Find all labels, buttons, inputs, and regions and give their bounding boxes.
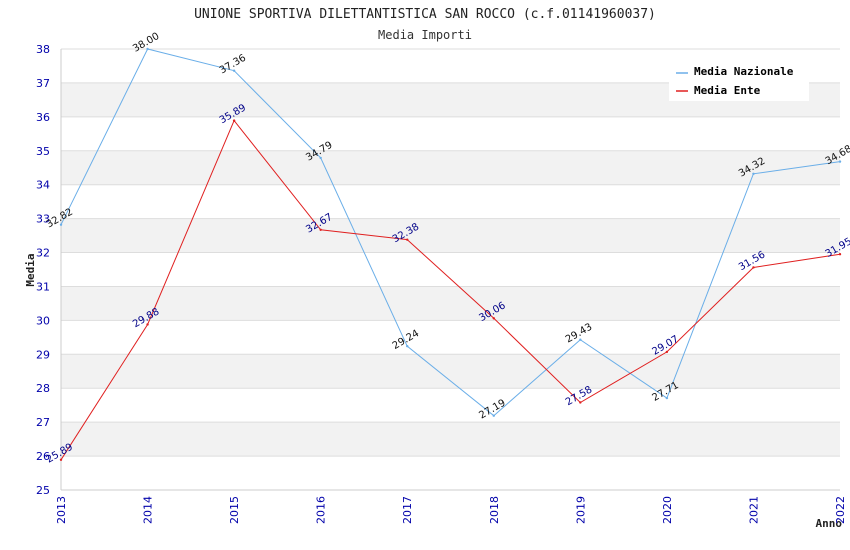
data-label: 29.24 <box>391 328 421 352</box>
y-tick-label: 30 <box>36 314 50 327</box>
data-label: 27.19 <box>477 398 507 422</box>
data-point <box>146 47 149 51</box>
grid-band <box>61 422 840 457</box>
y-tick-label: 33 <box>36 213 50 226</box>
x-tick-label: 2015 <box>228 496 241 524</box>
grid-lines <box>61 48 840 491</box>
y-tick-label: 37 <box>36 77 50 90</box>
grid-band <box>61 150 840 185</box>
data-point <box>232 69 236 72</box>
data-point <box>232 119 236 122</box>
x-axis-title: Anno <box>816 517 843 530</box>
y-tick-labels: 25 26 27 28 29 30 31 32 33 34 35 36 37 38 <box>36 43 50 497</box>
y-axis-title: Media <box>24 253 37 286</box>
legend-label-media-nazionale: Media Nazionale <box>694 65 794 78</box>
chart-subtitle: Media Importi <box>378 28 472 42</box>
y-tick-label: 25 <box>36 484 50 497</box>
data-point <box>59 223 63 226</box>
y-tick-label: 29 <box>36 348 50 361</box>
legend-box <box>669 60 809 101</box>
data-point <box>146 323 149 326</box>
legend-label-media-ente: Media Ente <box>694 84 761 97</box>
x-tick-labels: 2013 2014 2015 2016 2017 2018 2019 2020 2021 2022 <box>55 496 847 524</box>
grid-band <box>61 218 840 253</box>
data-point <box>665 396 669 400</box>
data-point <box>406 344 409 348</box>
data-point <box>752 172 755 176</box>
data-point <box>492 414 495 417</box>
y-tick-label: 34 <box>36 179 50 192</box>
data-point <box>579 401 582 404</box>
data-point <box>665 350 669 354</box>
data-point <box>319 156 322 160</box>
data-point <box>59 458 63 462</box>
x-tick-label: 2021 <box>747 496 760 524</box>
x-tick-label: 2017 <box>401 496 414 524</box>
x-tick-label: 2019 <box>574 496 587 524</box>
y-tick-label: 32 <box>36 247 50 260</box>
data-point <box>319 228 322 232</box>
legend: Media Nazionale Media Ente <box>669 60 809 101</box>
y-tick-label: 31 <box>36 280 50 293</box>
data-point <box>579 338 582 341</box>
x-tick-label: 2018 <box>488 496 501 524</box>
data-point <box>406 238 409 241</box>
data-point <box>492 317 495 320</box>
grid-band <box>61 286 840 321</box>
y-tick-label: 27 <box>36 416 50 429</box>
grid-band <box>61 354 840 389</box>
y-tick-label: 26 <box>36 450 50 463</box>
y-tick-label: 28 <box>36 382 50 395</box>
x-tick-label: 2016 <box>315 496 328 524</box>
y-tick-label: 38 <box>36 43 50 56</box>
chart-title: UNIONE SPORTIVA DILETTANTISTICA SAN ROCC… <box>194 7 656 22</box>
grid-bands <box>61 82 840 457</box>
series-line-media-ente <box>60 119 841 461</box>
data-label: 25.89 <box>45 442 75 466</box>
data-point <box>838 160 842 163</box>
y-tick-label: 35 <box>36 145 50 158</box>
data-label: 29.43 <box>564 322 594 346</box>
x-tick-label: 2013 <box>55 496 68 524</box>
data-point <box>838 253 842 256</box>
x-tick-label: 2020 <box>661 496 674 524</box>
x-tick-label: 2022 <box>834 496 847 524</box>
y-tick-label: 36 <box>36 111 50 124</box>
x-tick-label: 2014 <box>142 496 155 524</box>
series-line-media-nazionale <box>60 48 841 417</box>
series-lines <box>59 47 842 462</box>
data-label: 37.36 <box>218 53 248 77</box>
data-point <box>752 266 755 269</box>
